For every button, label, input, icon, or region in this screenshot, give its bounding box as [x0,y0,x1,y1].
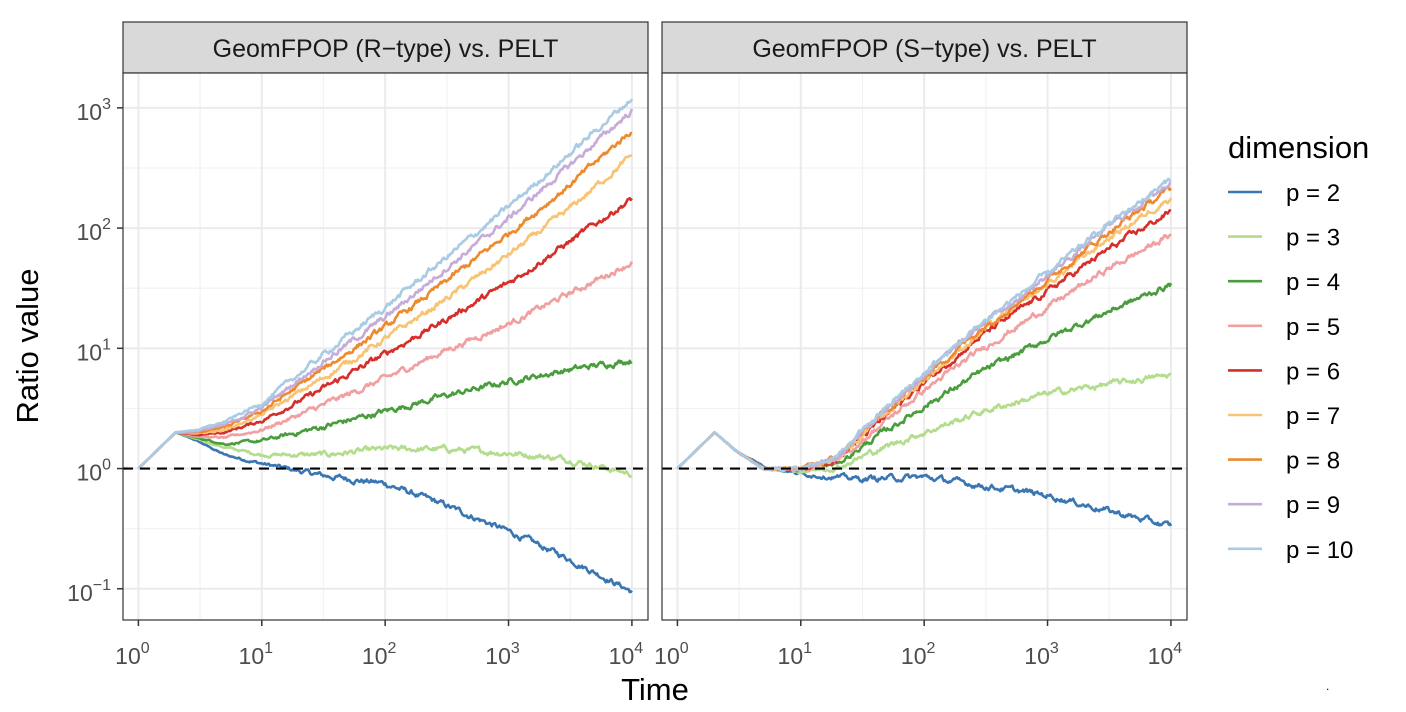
legend: dimension p = 2 p = 3 p = 4 p = 5 p = 6 p = 7… [1228,130,1369,564]
series-line-p2 [137,431,633,594]
legend-label: p = 10 [1286,537,1353,564]
series-line-p8 [137,131,633,470]
series-line-p6 [137,197,633,470]
x-tick-label: 101 [778,640,813,669]
series-lines [137,98,634,594]
series-line-p10 [137,98,634,470]
stray-dot: . [1326,679,1329,693]
legend-item-p2: p = 2 [1228,180,1340,207]
legend-item-p9: p = 9 [1228,492,1340,519]
panel-title: GeomFPOP (S−type) vs. PELT [752,35,1096,63]
x-tick-label: 104 [609,640,644,669]
legend-label: p = 8 [1286,448,1340,475]
series-line-p4 [137,359,633,470]
legend-item-p6: p = 6 [1228,358,1340,385]
y-axis: 10−1 100 101 102 103 [67,96,123,606]
legend-label: p = 7 [1286,403,1340,430]
legend-label: p = 3 [1286,225,1340,252]
legend-item-p5: p = 5 [1228,314,1340,341]
y-tick-label: 101 [77,336,112,365]
x-tick-label: 102 [901,640,936,669]
series-line-p7 [137,154,633,470]
legend-label: p = 4 [1286,269,1340,296]
x-tick-label: 103 [485,640,520,669]
panel-1: GeomFPOP (R−type) vs. PELT [122,21,649,621]
legend-item-p8: p = 8 [1228,448,1340,475]
x-tick-label: 100 [115,640,150,669]
series-line-p3 [137,431,633,478]
series-line-p9 [137,108,634,470]
panel-title: GeomFPOP (R−type) vs. PELT [213,35,559,63]
series-line-p5 [137,261,634,470]
y-tick-label: 102 [77,216,112,245]
legend-title: dimension [1228,130,1369,165]
x-tick-label: 100 [654,640,689,669]
legend-item-p7: p = 7 [1228,403,1340,430]
legend-label: p = 9 [1286,492,1340,519]
panel-strip [661,21,1188,74]
y-axis-title: Ratio value [10,268,45,423]
legend-item-p3: p = 3 [1228,225,1340,252]
legend-label: p = 5 [1286,314,1340,341]
x-tick-label: 104 [1148,640,1183,669]
legend-label: p = 6 [1286,358,1340,385]
x-tick-label: 101 [239,640,274,669]
panel-2: GeomFPOP (S−type) vs. PELT [661,21,1188,621]
x-axis-title: Time [621,672,689,707]
x-tick-label: 103 [1024,640,1059,669]
x-axis: 100 101 102 103 104 100 101 102 103 104 [115,620,1182,669]
panels-layer: GeomFPOP (R−type) vs. PELT GeomFPOP (S−ty… [122,21,1188,621]
legend-item-p4: p = 4 [1228,269,1340,296]
panel-strip [122,21,649,74]
legend-item-p10: p = 10 [1228,537,1353,564]
series-line-p6 [676,209,1172,473]
y-tick-label: 103 [77,96,112,125]
x-tick-label: 102 [362,640,397,669]
y-tick-label: 10−1 [67,577,111,606]
legend-label: p = 2 [1286,180,1340,207]
y-tick-label: 100 [77,457,112,486]
